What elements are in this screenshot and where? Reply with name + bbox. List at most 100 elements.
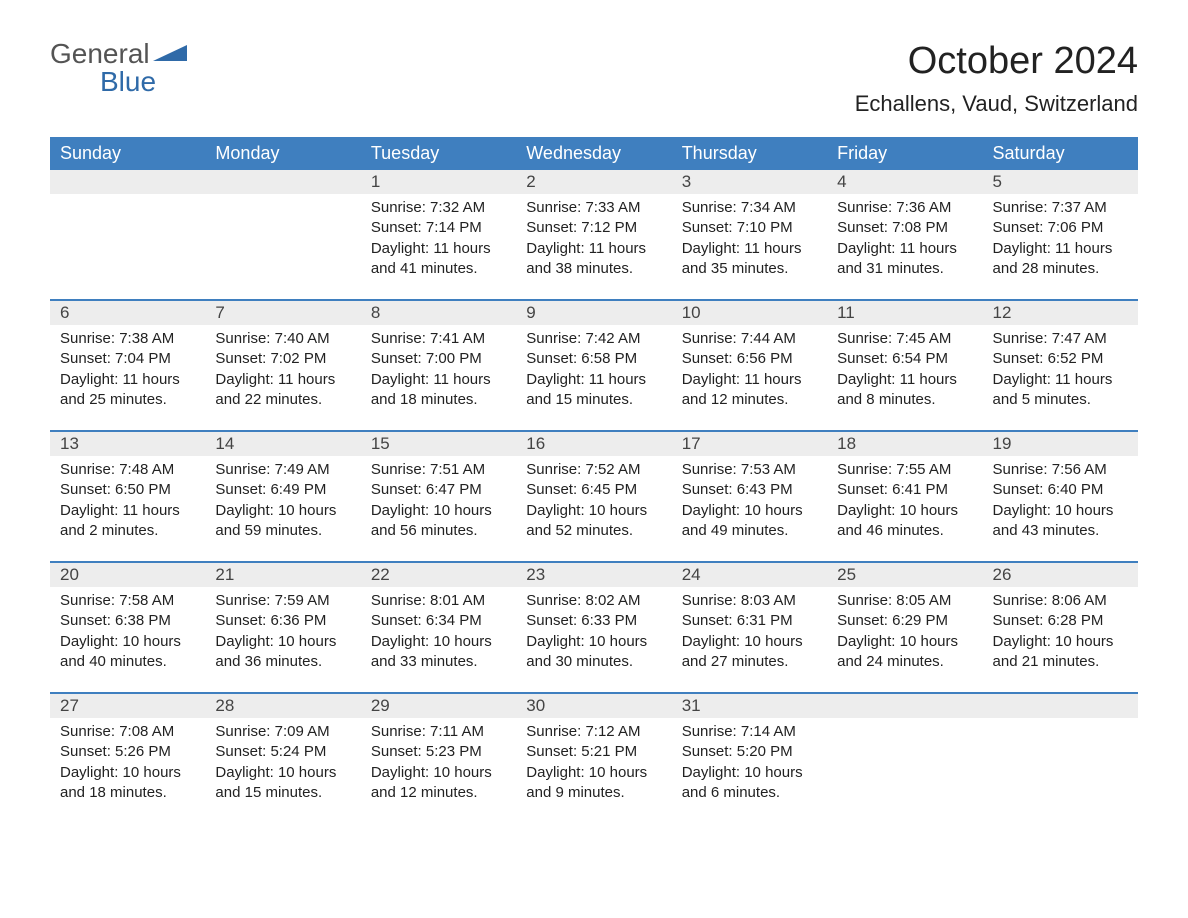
sunset-line: Sunset: 6:33 PM — [526, 611, 661, 631]
daylight-line: Daylight: 10 hours and 43 minutes. — [993, 501, 1128, 542]
day-number: 13 — [50, 432, 205, 456]
daylight-line: Daylight: 10 hours and 36 minutes. — [215, 632, 350, 673]
daylight-line: Daylight: 11 hours and 2 minutes. — [60, 501, 195, 542]
sunset-line: Sunset: 7:04 PM — [60, 349, 195, 369]
sunset-line: Sunset: 5:23 PM — [371, 742, 506, 762]
day-number: 22 — [361, 563, 516, 587]
daylight-line: Daylight: 10 hours and 18 minutes. — [60, 763, 195, 804]
sunset-line: Sunset: 5:26 PM — [60, 742, 195, 762]
calendar-cell: 31Sunrise: 7:14 AMSunset: 5:20 PMDayligh… — [672, 693, 827, 823]
sunrise-line: Sunrise: 7:59 AM — [215, 591, 350, 611]
sunset-line: Sunset: 5:20 PM — [682, 742, 817, 762]
daylight-line: Daylight: 11 hours and 12 minutes. — [682, 370, 817, 411]
day-header: Sunday — [50, 137, 205, 170]
calendar-cell: 18Sunrise: 7:55 AMSunset: 6:41 PMDayligh… — [827, 431, 982, 562]
daylight-line: Daylight: 10 hours and 9 minutes. — [526, 763, 661, 804]
sunrise-line: Sunrise: 7:33 AM — [526, 198, 661, 218]
calendar-cell: 15Sunrise: 7:51 AMSunset: 6:47 PMDayligh… — [361, 431, 516, 562]
calendar-cell-empty — [50, 170, 205, 300]
day-number — [827, 694, 982, 718]
day-header: Wednesday — [516, 137, 671, 170]
sunset-line: Sunset: 7:10 PM — [682, 218, 817, 238]
sunrise-line: Sunrise: 8:02 AM — [526, 591, 661, 611]
calendar-cell: 25 Sunrise: 8:05 AMSunset: 6:29 PMDayligh… — [827, 562, 982, 693]
daylight-line: Daylight: 11 hours and 35 minutes. — [682, 239, 817, 280]
day-number: 12 — [983, 301, 1138, 325]
day-number: 4 — [827, 170, 982, 194]
daylight-line: Daylight: 10 hours and 24 minutes. — [837, 632, 972, 673]
day-number: 7 — [205, 301, 360, 325]
sunrise-line: Sunrise: 7:08 AM — [60, 722, 195, 742]
daylight-line: Daylight: 11 hours and 25 minutes. — [60, 370, 195, 411]
calendar-cell: 20Sunrise: 7:58 AMSunset: 6:38 PMDayligh… — [50, 562, 205, 693]
sunset-line: Sunset: 6:41 PM — [837, 480, 972, 500]
sunrise-line: Sunrise: 7:14 AM — [682, 722, 817, 742]
daylight-line: Daylight: 10 hours and 56 minutes. — [371, 501, 506, 542]
header: General Blue October 2024 Echallens, Vau… — [50, 40, 1138, 117]
day-number: 5 — [983, 170, 1138, 194]
daylight-line: Daylight: 10 hours and 49 minutes. — [682, 501, 817, 542]
sunset-line: Sunset: 7:12 PM — [526, 218, 661, 238]
day-number: 8 — [361, 301, 516, 325]
daylight-line: Daylight: 11 hours and 38 minutes. — [526, 239, 661, 280]
daylight-line: Daylight: 11 hours and 41 minutes. — [371, 239, 506, 280]
daylight-line: Daylight: 10 hours and 21 minutes. — [993, 632, 1128, 673]
calendar-body: 1Sunrise: 7:32 AMSunset: 7:14 PMDaylight… — [50, 170, 1138, 823]
sunrise-line: Sunrise: 8:03 AM — [682, 591, 817, 611]
calendar-cell: 1Sunrise: 7:32 AMSunset: 7:14 PMDaylight… — [361, 170, 516, 300]
sunrise-line: Sunrise: 7:38 AM — [60, 329, 195, 349]
day-number: 19 — [983, 432, 1138, 456]
day-number: 25 — [827, 563, 982, 587]
day-number: 10 — [672, 301, 827, 325]
calendar-cell: 10Sunrise: 7:44 AMSunset: 6:56 PMDayligh… — [672, 300, 827, 431]
sunset-line: Sunset: 6:49 PM — [215, 480, 350, 500]
daylight-line: Daylight: 10 hours and 12 minutes. — [371, 763, 506, 804]
day-number: 9 — [516, 301, 671, 325]
day-number: 30 — [516, 694, 671, 718]
sunset-line: Sunset: 6:28 PM — [993, 611, 1128, 631]
daylight-line: Daylight: 11 hours and 8 minutes. — [837, 370, 972, 411]
sunrise-line: Sunrise: 7:48 AM — [60, 460, 195, 480]
calendar-cell: 5Sunrise: 7:37 AMSunset: 7:06 PMDaylight… — [983, 170, 1138, 300]
day-header: Saturday — [983, 137, 1138, 170]
sunset-line: Sunset: 7:02 PM — [215, 349, 350, 369]
calendar-header-row: SundayMondayTuesdayWednesdayThursdayFrid… — [50, 137, 1138, 170]
sunset-line: Sunset: 6:29 PM — [837, 611, 972, 631]
sunset-line: Sunset: 6:47 PM — [371, 480, 506, 500]
sunrise-line: Sunrise: 7:36 AM — [837, 198, 972, 218]
sunset-line: Sunset: 7:08 PM — [837, 218, 972, 238]
day-number — [983, 694, 1138, 718]
calendar-table: SundayMondayTuesdayWednesdayThursdayFrid… — [50, 137, 1138, 823]
sunset-line: Sunset: 6:50 PM — [60, 480, 195, 500]
sunrise-line: Sunrise: 7:09 AM — [215, 722, 350, 742]
calendar-cell: 4Sunrise: 7:36 AMSunset: 7:08 PMDaylight… — [827, 170, 982, 300]
calendar-cell: 17Sunrise: 7:53 AMSunset: 6:43 PMDayligh… — [672, 431, 827, 562]
sunrise-line: Sunrise: 7:58 AM — [60, 591, 195, 611]
sunset-line: Sunset: 6:54 PM — [837, 349, 972, 369]
sunrise-line: Sunrise: 7:42 AM — [526, 329, 661, 349]
sunrise-line: Sunrise: 7:44 AM — [682, 329, 817, 349]
day-header: Monday — [205, 137, 360, 170]
day-number: 29 — [361, 694, 516, 718]
day-number: 17 — [672, 432, 827, 456]
sunset-line: Sunset: 6:43 PM — [682, 480, 817, 500]
day-number: 11 — [827, 301, 982, 325]
calendar-cell: 26Sunrise: 8:06 AMSunset: 6:28 PMDayligh… — [983, 562, 1138, 693]
flag-icon — [153, 40, 187, 68]
calendar-cell: 29 Sunrise: 7:11 AMSunset: 5:23 PMDayligh… — [361, 693, 516, 823]
sunrise-line: Sunrise: 7:11 AM — [371, 722, 506, 742]
sunrise-line: Sunrise: 7:56 AM — [993, 460, 1128, 480]
daylight-line: Daylight: 10 hours and 33 minutes. — [371, 632, 506, 673]
day-number: 28 — [205, 694, 360, 718]
day-number: 6 — [50, 301, 205, 325]
day-number: 24 — [672, 563, 827, 587]
daylight-line: Daylight: 10 hours and 15 minutes. — [215, 763, 350, 804]
calendar-cell: 19Sunrise: 7:56 AMSunset: 6:40 PMDayligh… — [983, 431, 1138, 562]
sunrise-line: Sunrise: 7:34 AM — [682, 198, 817, 218]
calendar-cell: 16Sunrise: 7:52 AMSunset: 6:45 PMDayligh… — [516, 431, 671, 562]
sunrise-line: Sunrise: 7:32 AM — [371, 198, 506, 218]
sunrise-line: Sunrise: 7:55 AM — [837, 460, 972, 480]
calendar-cell: 23Sunrise: 8:02 AMSunset: 6:33 PMDayligh… — [516, 562, 671, 693]
sunrise-line: Sunrise: 8:05 AM — [837, 591, 972, 611]
sunset-line: Sunset: 6:52 PM — [993, 349, 1128, 369]
